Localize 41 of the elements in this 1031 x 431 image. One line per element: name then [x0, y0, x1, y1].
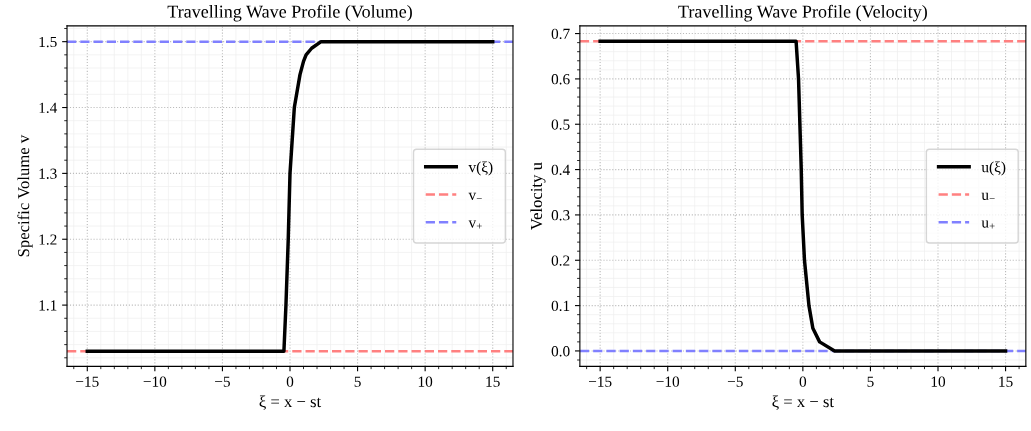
y-tick-label: 0.7	[551, 28, 570, 40]
y-tick-label: 0.5	[551, 119, 570, 130]
y-tick-label: 1.3	[39, 168, 57, 179]
line-series	[85, 39, 495, 353]
legend-label: v$_{+}$	[468, 220, 482, 229]
legend-label: u$_{−}$	[981, 192, 995, 200]
y-axis-title: Specific Volume v	[17, 134, 33, 257]
x-tick-label: 15	[486, 376, 500, 387]
x-tick-label: 0	[286, 376, 294, 387]
y-tick-label: 0.2	[551, 255, 570, 266]
legend-label: u(ξ)	[981, 161, 1006, 176]
x-tick-label: −5	[215, 376, 230, 387]
legend-label: u$_{+}$	[981, 220, 995, 229]
x-axis-title: ξ = x − st	[772, 395, 834, 410]
y-tick-label: 0.6	[551, 74, 570, 85]
legend-label: v$_{−}$	[468, 192, 482, 200]
x-tick-label: 5	[867, 376, 874, 387]
x-tick-label: 5	[354, 376, 361, 387]
x-tick-label: 10	[418, 376, 433, 387]
x-tick-label: −5	[727, 376, 743, 387]
y-tick-label: 0.3	[551, 210, 570, 221]
y-axis-title: Velocity u	[530, 162, 546, 230]
line-series	[598, 39, 1008, 353]
x-tick-label: −10	[656, 376, 680, 387]
chart-title: Travelling Wave Profile (Volume)	[167, 4, 412, 22]
x-tick-label: 10	[931, 376, 946, 387]
y-tick-label: 0.0	[551, 346, 570, 357]
y-tick-label: 1.1	[39, 300, 57, 311]
chart-title: Travelling Wave Profile (Velocity)	[678, 4, 927, 22]
y-tick-label: 1.2	[39, 234, 57, 245]
x-tick-label: −15	[76, 376, 99, 387]
y-tick-label: 1.4	[39, 102, 58, 114]
y-tick-label: 1.5	[39, 36, 57, 48]
x-tick-label: 15	[999, 376, 1013, 387]
x-tick-label: −15	[588, 376, 612, 387]
x-axis-title: ξ = x − st	[259, 395, 322, 410]
x-tick-label: 0	[799, 376, 807, 387]
x-tick-label: −10	[143, 376, 167, 387]
legend-label: v(ξ)	[468, 161, 493, 176]
y-tick-label: 0.4	[551, 164, 570, 176]
y-tick-label: 0.1	[551, 300, 570, 312]
